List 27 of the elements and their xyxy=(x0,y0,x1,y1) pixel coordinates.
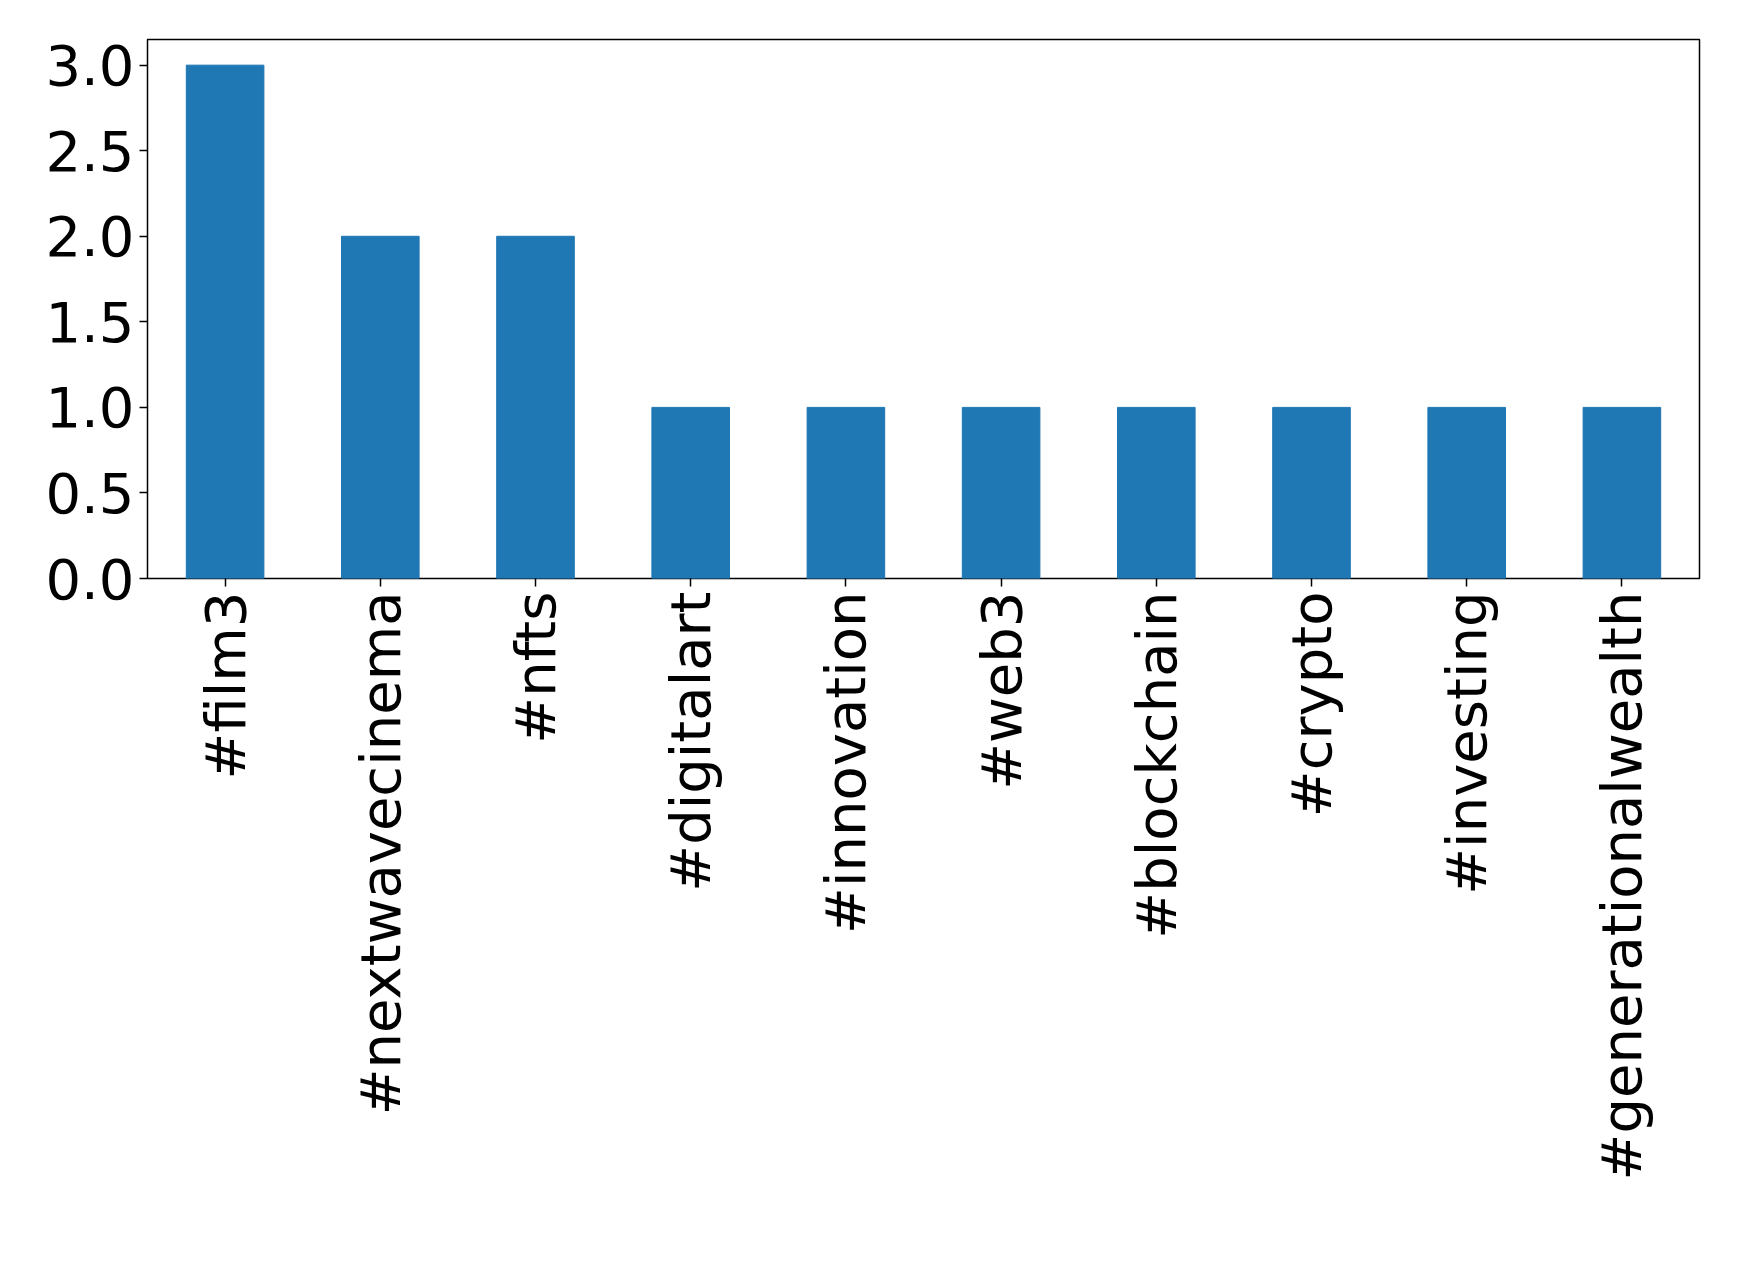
bar xyxy=(651,406,730,579)
y-tick-label: 0.0 xyxy=(45,546,135,612)
bar xyxy=(185,64,265,579)
x-tick-label: #generationalwealth xyxy=(1589,591,1655,1181)
y-tick-label: 3.0 xyxy=(45,33,135,99)
bar xyxy=(1272,406,1351,579)
y-tick-label: 1.0 xyxy=(45,375,135,441)
x-tick-label: #film3 xyxy=(192,591,258,780)
x-tick-label: #web3 xyxy=(968,591,1034,790)
bar xyxy=(496,235,575,579)
bar xyxy=(961,406,1041,579)
bar xyxy=(1117,406,1196,579)
bar xyxy=(1582,406,1662,579)
y-tick-label: 1.5 xyxy=(45,289,135,355)
bar xyxy=(341,235,420,579)
x-tick-label: #innovation xyxy=(813,591,879,934)
bar xyxy=(806,406,886,579)
bar xyxy=(1427,406,1506,579)
x-tick-label: #nextwavecinema xyxy=(347,591,413,1116)
y-tick-label: 0.5 xyxy=(45,460,135,526)
x-tick-label: #nfts xyxy=(503,591,568,744)
x-tick-label: #digitalart xyxy=(658,591,724,892)
y-tick-label: 2.0 xyxy=(45,204,135,270)
y-tick-label: 2.5 xyxy=(45,118,135,184)
x-tick-label: #investing xyxy=(1434,591,1500,895)
x-tick-label: #crypto xyxy=(1279,591,1344,818)
x-tick-label: #blockchain xyxy=(1123,591,1189,939)
